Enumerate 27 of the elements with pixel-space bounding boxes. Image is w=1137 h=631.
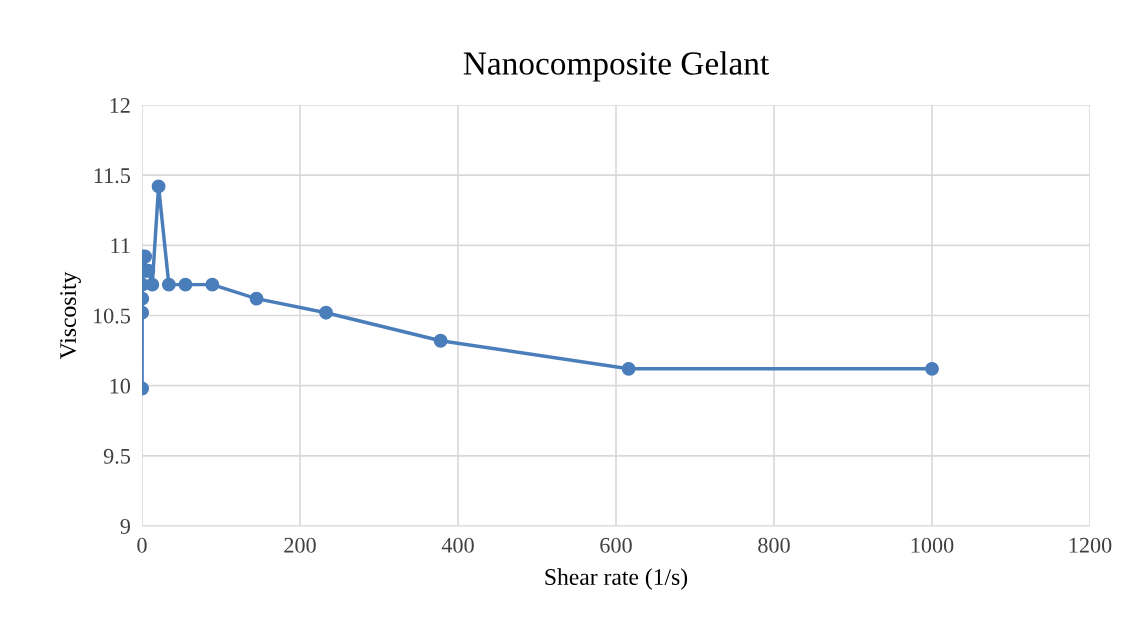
x-tick-label: 400 bbox=[441, 537, 474, 553]
y-tick-label: 9 bbox=[120, 518, 130, 534]
x-tick-label: 1200 bbox=[1069, 537, 1112, 553]
point bbox=[433, 333, 448, 348]
y-tick-label: 12 bbox=[110, 97, 130, 113]
y-tick-label: 11.5 bbox=[94, 168, 131, 184]
point bbox=[249, 291, 264, 306]
point bbox=[151, 179, 166, 194]
x-tick-label: 800 bbox=[758, 537, 790, 553]
y-tick-label: 10 bbox=[110, 378, 131, 394]
x-axis-title: Shear rate (1/s) bbox=[545, 568, 688, 590]
point bbox=[621, 361, 636, 376]
x-tick-label: 1000 bbox=[911, 537, 954, 553]
point bbox=[319, 305, 334, 320]
y-axis-title: Viscosity bbox=[60, 271, 81, 360]
x-tick-label: 0 bbox=[137, 537, 147, 553]
chart-title: Nanocomposite Gelant bbox=[463, 51, 769, 82]
point bbox=[145, 277, 160, 292]
x-tick-label: 600 bbox=[600, 537, 632, 553]
point bbox=[178, 277, 193, 292]
point bbox=[925, 361, 939, 376]
y-tick-label: 11 bbox=[111, 238, 130, 254]
point bbox=[161, 277, 176, 292]
y-tick-label: 9.5 bbox=[103, 448, 131, 464]
y-tick-label: 10.5 bbox=[93, 308, 131, 324]
point bbox=[205, 277, 220, 292]
x-tick-label: 200 bbox=[284, 537, 316, 553]
